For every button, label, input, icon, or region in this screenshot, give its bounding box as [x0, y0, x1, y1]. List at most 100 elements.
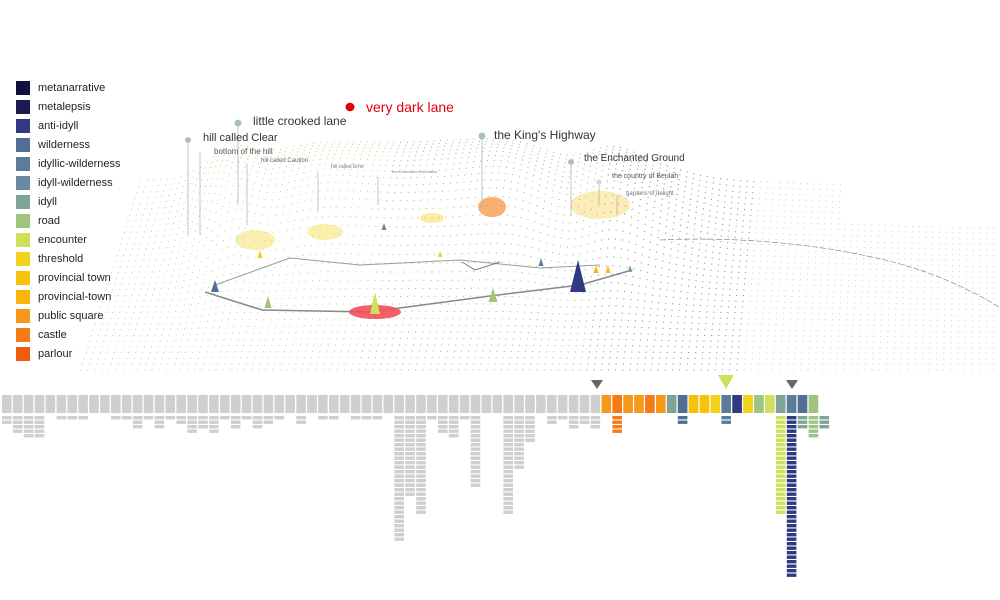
bar-cell	[34, 425, 45, 429]
bar-cell	[67, 416, 77, 420]
bar-cell-colored	[786, 564, 797, 568]
legend-label: threshold	[38, 252, 84, 265]
pin-dot	[596, 179, 602, 185]
place-label-very-dark-lane[interactable]: very dark lane	[366, 99, 454, 115]
bar-header-cell	[187, 395, 197, 413]
bar-cell-colored	[808, 425, 819, 429]
bar-header-cell-colored	[666, 395, 677, 413]
bar-cell	[416, 470, 426, 474]
bar-cell	[503, 416, 513, 420]
bar-header-cell-colored	[601, 395, 612, 413]
bar-cell	[220, 416, 230, 420]
bar-cell	[394, 483, 404, 487]
bar-header-cell-colored	[634, 395, 644, 413]
bar-cell	[263, 420, 274, 424]
bar-cell	[12, 425, 23, 429]
episode-cones	[211, 223, 633, 314]
bar-cell-colored	[786, 501, 797, 505]
bar-cell-colored	[786, 506, 797, 510]
bar-cell	[394, 429, 404, 433]
bar-cell	[23, 425, 34, 429]
place-label-kings-highway[interactable]: the King's Highway	[494, 128, 596, 142]
place-label-hill-called-clear[interactable]: hill called Clear	[203, 132, 278, 144]
bar-cell	[503, 438, 513, 442]
place-label-hill-called-error[interactable]: hill called Error	[331, 164, 365, 170]
place-label-bottom-of-the-hill[interactable]: bottom of the hill	[214, 147, 273, 156]
bar-cell	[12, 416, 23, 420]
bar-cell	[416, 497, 426, 501]
bar-header-cell-colored	[765, 395, 775, 413]
bar-cell	[394, 447, 404, 451]
bar-header-cell-colored	[743, 395, 753, 413]
bar-cell	[503, 434, 513, 438]
bar-cell	[503, 447, 513, 451]
legend-swatch	[16, 175, 30, 190]
legend-item[interactable]: idyll	[16, 192, 176, 211]
bar-cell	[394, 524, 404, 528]
episode-bar-chart	[2, 375, 830, 577]
bar-cell	[525, 434, 535, 438]
bar-cell	[470, 416, 481, 420]
bar-cell	[590, 420, 601, 424]
bar-header-cell	[470, 395, 481, 413]
bar-cell	[579, 420, 590, 424]
legend-item[interactable]: public square	[16, 306, 176, 325]
legend: metanarrative metalepsis anti-idyll wild…	[16, 78, 176, 363]
bar-cell	[230, 416, 241, 420]
bar-header-cell	[56, 395, 67, 413]
bar-header-cell-colored	[656, 395, 666, 413]
bar-cell	[405, 483, 415, 487]
bar-header-cell	[132, 395, 143, 413]
place-label-delectable-mountains[interactable]: the Delectable Mountains	[392, 169, 438, 174]
bar-cell-colored	[786, 443, 797, 447]
bar-header-cell	[67, 395, 77, 413]
bar-cell	[547, 416, 557, 420]
bar-cell	[34, 416, 45, 420]
legend-item[interactable]: provincial town	[16, 268, 176, 287]
place-label-little-crooked-lane[interactable]: little crooked lane	[253, 114, 347, 128]
legend-item[interactable]: parlour	[16, 344, 176, 363]
bar-cell	[405, 447, 415, 451]
bar-header-cell	[427, 395, 437, 413]
legend-item[interactable]: encounter	[16, 230, 176, 249]
legend-item[interactable]: castle	[16, 325, 176, 344]
bar-cell	[503, 483, 513, 487]
place-label-country-of-beulah[interactable]: the country of Beulah	[612, 173, 679, 180]
legend-item[interactable]: threshold	[16, 249, 176, 268]
route-branch	[461, 261, 501, 271]
legend-item[interactable]: road	[16, 211, 176, 230]
legend-item[interactable]: metanarrative	[16, 78, 176, 97]
bar-cell	[394, 501, 404, 505]
bar-cell	[296, 420, 306, 424]
bar-cell	[394, 479, 404, 483]
place-label-enchanted-ground[interactable]: the Enchanted Ground	[584, 153, 685, 164]
bar-cell	[394, 492, 404, 496]
place-label-hill-called-caution[interactable]: hill called Caution	[261, 158, 309, 164]
legend-item[interactable]: idyll-wilderness	[16, 173, 176, 192]
legend-item[interactable]: anti-idyll	[16, 116, 176, 135]
bar-cell	[329, 416, 339, 420]
bar-cell-colored	[786, 488, 797, 492]
bar-cell	[416, 429, 426, 433]
bar-cell	[470, 434, 481, 438]
legend-item[interactable]: wilderness	[16, 135, 176, 154]
bar-cell	[416, 483, 426, 487]
bar-cell	[514, 465, 524, 469]
bar-cell	[448, 429, 459, 433]
bar-cell-colored	[786, 465, 797, 469]
bar-cell	[590, 425, 601, 429]
legend-label: parlour	[38, 347, 73, 360]
bar-cell	[416, 492, 426, 496]
bar-cell	[394, 461, 404, 465]
bar-cell-colored	[775, 461, 786, 465]
legend-item[interactable]: metalepsis	[16, 97, 176, 116]
legend-item[interactable]: provincial-town	[16, 287, 176, 306]
bar-cell	[503, 456, 513, 460]
bar-cell	[372, 416, 383, 420]
bar-cell-colored	[775, 429, 786, 433]
place-label-gardens-of-delight[interactable]: gardens of delight	[626, 191, 674, 197]
bar-cell	[23, 420, 34, 424]
bar-cell	[416, 501, 426, 505]
legend-item[interactable]: idyllic-wilderness	[16, 154, 176, 173]
bar-header-cell	[547, 395, 557, 413]
